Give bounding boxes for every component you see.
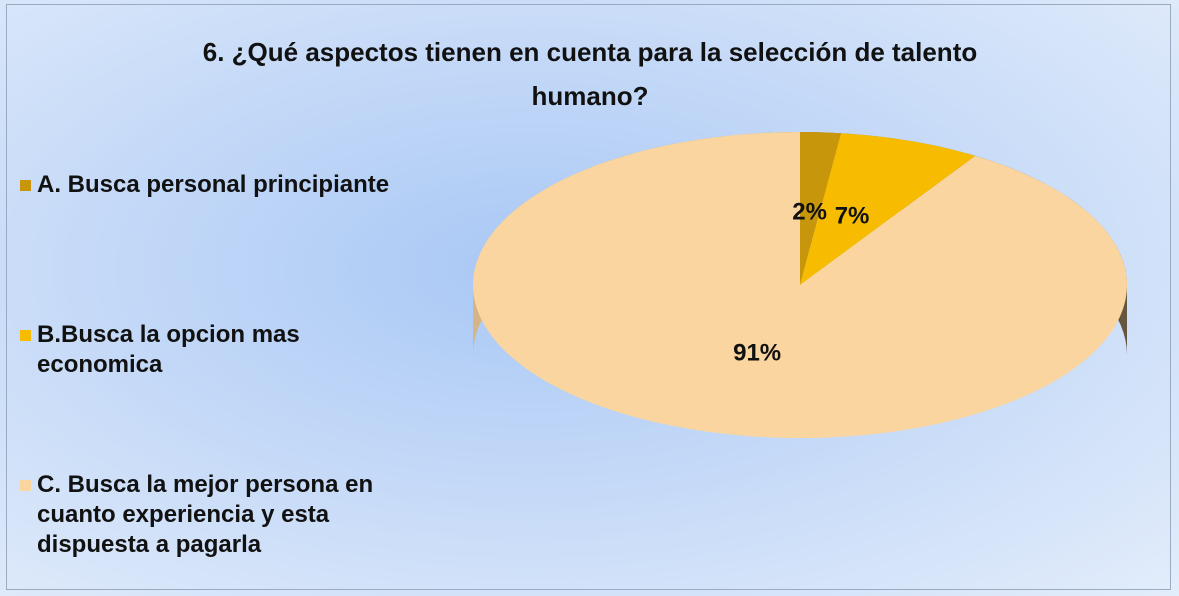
legend-swatch xyxy=(20,180,31,191)
data-label: 2% xyxy=(792,199,827,226)
data-label: 91% xyxy=(733,339,781,366)
legend-label: A. Busca personal principiante xyxy=(37,171,390,198)
legend-label: C. Busca la mejor persona en cuanto expe… xyxy=(37,471,374,558)
pie-slice xyxy=(473,131,1128,438)
legend-item: B.Busca la opcion mas economica xyxy=(20,320,410,380)
chart-title: 6. ¿Qué aspectos tienen en cuenta para l… xyxy=(202,37,978,111)
legend-swatch xyxy=(20,330,31,341)
data-label: 7% xyxy=(835,203,870,230)
legend-label: B.Busca la opcion mas economica xyxy=(37,321,300,378)
pie-slice xyxy=(800,132,841,285)
legend-item: A. Busca personal principiante xyxy=(20,170,410,200)
legend-swatch xyxy=(20,480,31,491)
pie-slice xyxy=(800,133,976,285)
chart-frame xyxy=(6,4,1171,590)
legend-item: C. Busca la mejor persona en cuanto expe… xyxy=(20,470,410,560)
